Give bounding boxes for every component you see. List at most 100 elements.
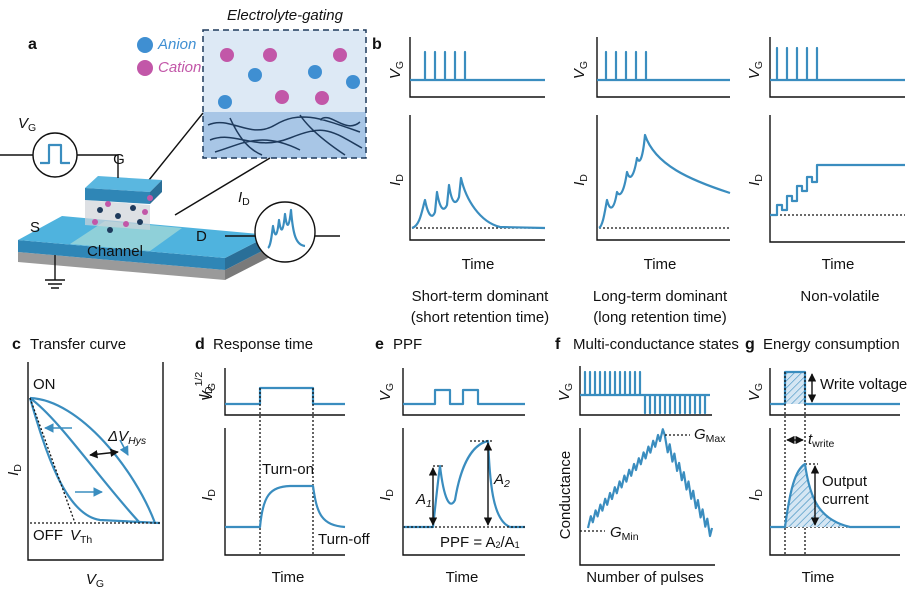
panel-a-text: G — [113, 151, 125, 168]
panel-e-text: A1 — [415, 491, 432, 510]
label-part: D — [394, 174, 406, 182]
label-part: D — [753, 489, 765, 497]
panel-f-path — [588, 429, 712, 536]
panel-c-text: VTh — [70, 527, 92, 546]
panel-b-text: (long retention time) — [593, 309, 726, 326]
panel-e-text: PPF = A2/A1 — [440, 534, 520, 551]
panel-f-text: Number of pulses — [586, 569, 704, 586]
panel-g-text: Output — [822, 473, 868, 490]
panel-a-g-circle — [130, 205, 136, 211]
label-part: G — [753, 61, 765, 69]
panel-b-path — [770, 48, 905, 80]
panel-e-text: e — [375, 336, 384, 353]
formula: PPF = A — [440, 534, 495, 551]
panel-a-rect — [203, 112, 366, 158]
panel-a-g-circle — [137, 219, 143, 225]
figure: a Electrolyte-gating Anion Cation S Chan… — [0, 0, 916, 592]
panel-a-text: Electrolyte-gating — [227, 7, 344, 24]
panel-b-path — [597, 52, 730, 80]
label-part: G — [384, 383, 396, 391]
panel-a-text: Anion — [157, 36, 196, 53]
panel-a-g-circle — [346, 75, 360, 89]
panel-d-text: ID — [199, 489, 218, 501]
formula: /A — [500, 534, 514, 551]
panel-d-text: Turn-off — [318, 531, 371, 548]
panel-b-text: VG — [571, 61, 590, 79]
panel-c-path — [30, 398, 160, 523]
panel-g-rect — [785, 372, 805, 404]
panel-f-text: GMax — [694, 426, 726, 445]
panel-d-path — [225, 388, 345, 404]
panel-b-text: Time — [462, 256, 495, 273]
panel-a-text: Channel — [87, 243, 143, 260]
panel-b-text: VG — [746, 61, 765, 79]
panel-a-g-circle — [308, 65, 322, 79]
panel-b-path — [412, 178, 545, 228]
label-part: D — [12, 464, 24, 472]
panel-a-g-circle — [218, 95, 232, 109]
panel-a-g-circle — [147, 195, 153, 201]
label-part: G — [28, 122, 36, 134]
panel-g-text: ID — [746, 489, 765, 501]
panel-b-path — [410, 52, 545, 80]
label-part: G — [394, 61, 406, 69]
panel-b-path — [599, 135, 730, 228]
label-part: D — [578, 174, 590, 182]
panel-b-path — [770, 165, 905, 215]
panel-a-line — [175, 158, 270, 215]
panel-e-text: PPF — [393, 336, 422, 353]
panel-g-text: current — [822, 491, 870, 508]
panel-f-text: VG — [556, 383, 575, 401]
panel-g-text: Energy consumption — [763, 336, 900, 353]
panel-a-text: S — [30, 219, 40, 236]
panel-a-g-circle — [115, 213, 121, 219]
panel-b-text: (short retention time) — [411, 309, 549, 326]
panel-d: d Response time VG ID Turn-on Turn-off T… — [195, 336, 371, 586]
panel-e-text: ID — [377, 489, 396, 501]
panel-a-g-circle — [275, 90, 289, 104]
panel-b-text: Time — [822, 256, 855, 273]
panel-d-text: Time — [272, 569, 305, 586]
panel-a-path — [77, 155, 118, 178]
panel-b-path — [410, 37, 545, 240]
panel-b-text: Long-term dominant — [593, 288, 728, 305]
panel-a-g-circle — [97, 207, 103, 213]
panel-f-text: GMin — [610, 524, 639, 543]
panel-d-text: Turn-on — [262, 461, 314, 478]
label-part: Max — [706, 433, 727, 445]
panel-a-text: D — [196, 228, 207, 245]
label-part: G — [610, 524, 622, 541]
panel-f-path — [580, 435, 690, 531]
label-part: 1/2 — [193, 372, 205, 387]
panel-a-text: ID — [238, 189, 250, 208]
label-part: D — [242, 196, 250, 208]
panel-a: a Electrolyte-gating Anion Cation S Chan… — [0, 7, 366, 288]
panel-a-g-circle — [333, 48, 347, 62]
panel-f-text: Multi-conductance states — [573, 336, 739, 353]
panel-b-text: ID — [387, 174, 406, 186]
panel-g-text: g — [745, 336, 755, 353]
panel-d-path — [225, 486, 345, 527]
panel-a-circle — [33, 133, 77, 177]
panel-a-g-circle — [105, 201, 111, 207]
panel-a-g-circle — [248, 68, 262, 82]
panel-b-text: VG — [387, 61, 406, 79]
label-part: write — [811, 438, 834, 450]
panel-f-text: Conductance — [557, 451, 574, 539]
panel-b-text: Time — [644, 256, 677, 273]
panel-e-text: A2 — [493, 471, 510, 490]
panel-a-g-circle — [142, 209, 148, 215]
panel-e-text: Time — [446, 569, 479, 586]
panel-e-text: VG — [377, 383, 396, 401]
panel-a-g-circle — [315, 91, 329, 105]
panel-c-text: Transfer curve — [30, 336, 126, 353]
panel-f-path — [580, 372, 710, 413]
panel-c-text: ON — [33, 376, 56, 393]
panel-c: c Transfer curve ID VG ON OFF VTh ΔVHys … — [5, 336, 215, 590]
panel-a-circle — [137, 37, 153, 53]
label-part: G — [563, 383, 575, 391]
panel-e: e PPF VG ID A1 A2 PPF = A2/A1 Time — [375, 336, 525, 586]
label-part: D — [384, 489, 396, 497]
label-part: G — [96, 578, 104, 590]
panel-g-text: twrite — [808, 431, 835, 450]
